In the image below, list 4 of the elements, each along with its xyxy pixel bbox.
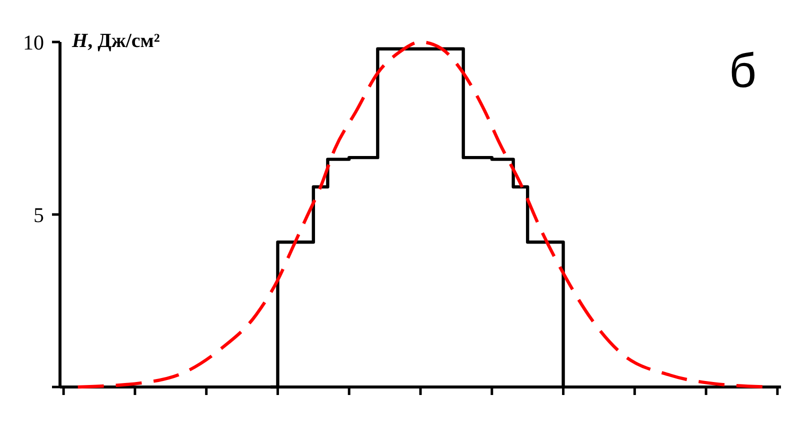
y-axis-title: H, Дж/см² — [71, 30, 160, 52]
annotation: б — [729, 45, 756, 98]
y-tick-label: 5 — [34, 202, 44, 227]
y-tick-label: 10 — [23, 30, 44, 54]
